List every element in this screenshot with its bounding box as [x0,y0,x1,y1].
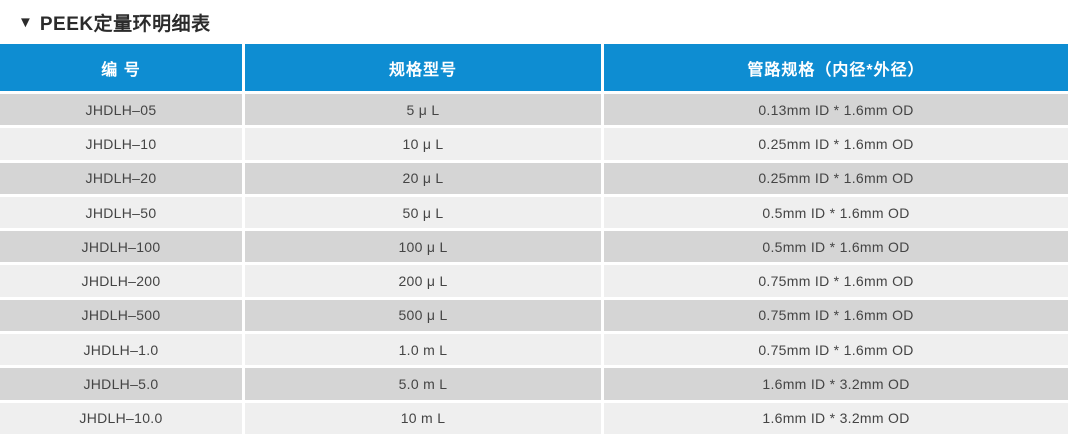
tubing-spec-cell: 0.25mm ID * 1.6mm OD [604,162,1068,194]
part-number-cell: JHDLH–10.0 [0,402,242,434]
spec-table: 编 号 规格型号 管路规格（内径*外径） JHDLH–05 5 μ L 0.13mm… [0,44,1068,434]
table-row: JHDLH–50 50 μ L 0.5mm ID * 1.6mm OD [0,196,1068,229]
spec-model-cell: 1.0 m L [245,334,601,366]
table-row: JHDLH–1.0 1.0 m L 0.75mm ID * 1.6mm OD [0,334,1068,366]
part-number-cell: JHDLH–200 [0,265,242,297]
table-row: JHDLH–10 10 μ L 0.25mm ID * 1.6mm OD [0,128,1068,160]
spec-model-cell: 500 μ L [245,299,601,332]
part-number-cell: JHDLH–20 [0,162,242,194]
spec-model-cell: 5.0 m L [245,368,601,400]
table-row: JHDLH–05 5 μ L 0.13mm ID * 1.6mm OD [0,94,1068,126]
header-part-number: 编 号 [0,44,242,91]
table-row: JHDLH–5.0 5.0 m L 1.6mm ID * 3.2mm OD [0,368,1068,400]
tubing-spec-cell: 1.6mm ID * 3.2mm OD [604,402,1068,434]
tubing-spec-cell: 1.6mm ID * 3.2mm OD [604,368,1068,400]
table-title-text: PEEK定量环明细表 [39,13,211,35]
part-number-cell: JHDLH–1.0 [0,334,242,366]
spec-model-cell: 5 μ L [245,94,601,126]
tubing-spec-cell: 0.5mm ID * 1.6mm OD [604,196,1068,229]
header-spec-model: 规格型号 [245,44,601,91]
table-row: JHDLH–500 500 μ L 0.75mm ID * 1.6mm OD [0,299,1068,332]
spec-model-cell: 100 μ L [245,231,601,263]
spec-model-cell: 10 m L [245,402,601,434]
tubing-spec-cell: 0.25mm ID * 1.6mm OD [604,128,1068,160]
tubing-spec-cell: 0.5mm ID * 1.6mm OD [604,231,1068,263]
table-row: JHDLH–10.0 10 m L 1.6mm ID * 3.2mm OD [0,402,1068,434]
tubing-spec-cell: 0.13mm ID * 1.6mm OD [604,94,1068,126]
part-number-cell: JHDLH–100 [0,231,242,263]
tubing-spec-cell: 0.75mm ID * 1.6mm OD [604,299,1068,332]
triangle-marker-icon: ▼ [18,13,33,31]
tubing-spec-cell: 0.75mm ID * 1.6mm OD [604,265,1068,297]
table-title: ▼ PEEK定量环明细表 [0,0,1068,35]
part-number-cell: JHDLH–05 [0,94,242,126]
spec-model-cell: 10 μ L [245,128,601,160]
table-body: JHDLH–05 5 μ L 0.13mm ID * 1.6mm OD JHDLH–1… [0,94,1068,434]
table-row: JHDLH–20 20 μ L 0.25mm ID * 1.6mm OD [0,162,1068,194]
spec-model-cell: 50 μ L [245,196,601,229]
part-number-cell: JHDLH–10 [0,128,242,160]
tubing-spec-cell: 0.75mm ID * 1.6mm OD [604,334,1068,366]
spec-model-cell: 20 μ L [245,162,601,194]
table-row: JHDLH–100 100 μ L 0.5mm ID * 1.6mm OD [0,231,1068,263]
table-row: JHDLH–200 200 μ L 0.75mm ID * 1.6mm OD [0,265,1068,297]
part-number-cell: JHDLH–5.0 [0,368,242,400]
part-number-cell: JHDLH–50 [0,196,242,229]
part-number-cell: JHDLH–500 [0,299,242,332]
table-header-row: 编 号 规格型号 管路规格（内径*外径） [0,44,1068,91]
header-tubing-spec: 管路规格（内径*外径） [604,44,1068,91]
spec-model-cell: 200 μ L [245,265,601,297]
